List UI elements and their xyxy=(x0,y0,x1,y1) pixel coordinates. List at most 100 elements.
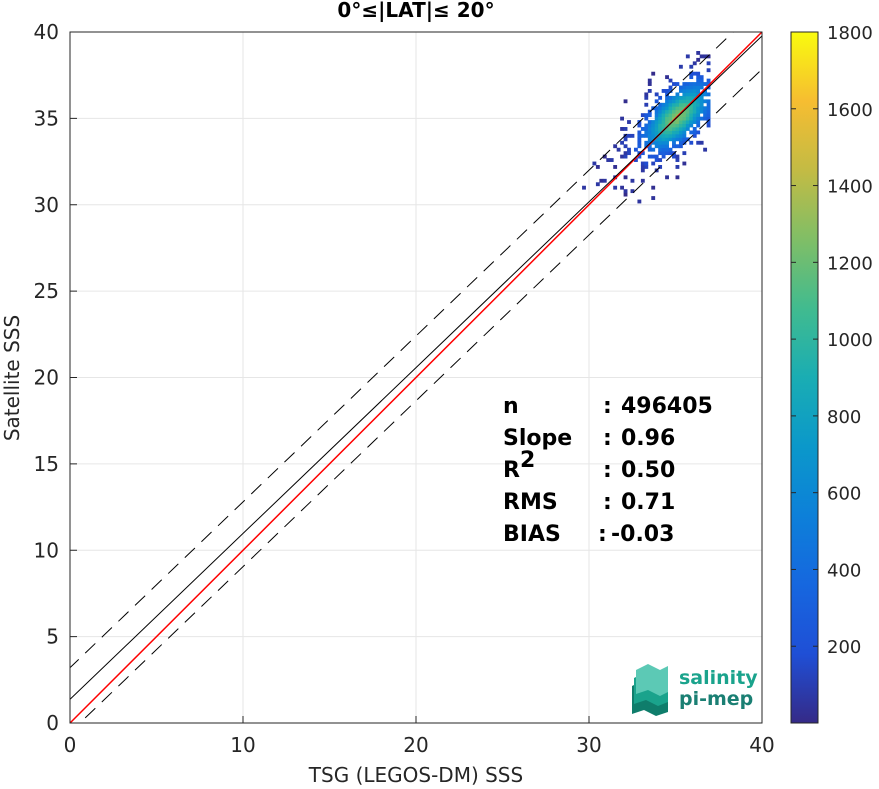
density-cell xyxy=(647,140,652,145)
density-cell xyxy=(647,113,652,118)
density-cell xyxy=(678,109,683,114)
density-cell xyxy=(672,102,676,107)
density-cell xyxy=(672,133,676,138)
density-cell xyxy=(633,147,638,152)
stat-label: R xyxy=(503,458,520,483)
density-cell xyxy=(682,133,687,138)
density-cell xyxy=(696,130,701,135)
logo-text-line2: pi-mep xyxy=(679,688,753,710)
density-cell xyxy=(654,113,659,118)
density-cell xyxy=(703,82,708,86)
density-cell xyxy=(685,113,690,118)
density-cell xyxy=(692,85,697,90)
density-cell xyxy=(654,109,659,114)
density-cell xyxy=(637,199,642,204)
density-cell xyxy=(644,113,649,118)
density-cell xyxy=(668,123,673,128)
density-cell xyxy=(692,82,697,86)
density-cell xyxy=(658,102,663,107)
colorbar-tick-label: 400 xyxy=(827,560,861,581)
density-cell xyxy=(682,109,687,114)
stat-value: 0.50 xyxy=(621,458,675,483)
density-cell xyxy=(689,106,694,111)
density-cell xyxy=(696,116,701,121)
density-cloud xyxy=(582,51,711,204)
density-cell xyxy=(644,95,649,100)
density-cell xyxy=(696,71,701,76)
stat-value: 0.71 xyxy=(621,490,675,515)
density-cell xyxy=(661,120,666,124)
density-cell xyxy=(668,102,673,107)
density-cell xyxy=(696,123,701,128)
density-cell xyxy=(685,95,690,100)
density-cell xyxy=(703,113,708,118)
density-cell xyxy=(627,151,631,156)
density-cell xyxy=(654,144,659,149)
density-cell xyxy=(651,123,656,128)
density-cell xyxy=(654,133,659,138)
density-cell xyxy=(665,109,669,114)
density-cell xyxy=(685,109,690,114)
density-cell xyxy=(637,140,642,145)
density-cell xyxy=(661,130,666,135)
density-cell xyxy=(640,127,645,131)
density-cell xyxy=(682,92,687,97)
colorbar-tick-label: 600 xyxy=(827,484,861,505)
density-cell xyxy=(668,127,673,131)
density-cell xyxy=(692,106,697,111)
density-cell xyxy=(672,127,676,131)
density-cell xyxy=(644,130,649,135)
density-cell xyxy=(692,133,697,138)
density-cell xyxy=(672,106,676,111)
density-cell xyxy=(661,113,666,118)
density-cell xyxy=(692,109,697,114)
density-cell xyxy=(682,113,687,118)
density-cell xyxy=(627,133,631,138)
density-cell xyxy=(672,109,676,114)
density-cell xyxy=(647,147,652,152)
density-cell xyxy=(696,89,701,93)
density-cell xyxy=(682,140,687,145)
density-cell xyxy=(630,133,635,138)
density-cell xyxy=(685,127,690,131)
density-cell xyxy=(696,113,701,118)
density-cell xyxy=(706,116,711,121)
density-cell xyxy=(647,78,652,83)
density-cell xyxy=(651,130,656,135)
density-cell xyxy=(595,165,600,169)
density-cell xyxy=(640,133,645,138)
density-cell xyxy=(692,92,697,97)
density-cell xyxy=(682,116,687,121)
density-cell xyxy=(672,140,676,145)
density-cell xyxy=(685,54,690,59)
density-cell xyxy=(672,120,676,124)
density-cell xyxy=(678,127,683,131)
density-cell xyxy=(613,144,618,149)
density-cell xyxy=(582,185,586,190)
density-cell xyxy=(672,113,676,118)
density-cell xyxy=(685,89,690,93)
density-cell xyxy=(644,102,649,107)
stat-label-superscript: 2 xyxy=(520,448,535,473)
density-cell xyxy=(668,113,673,118)
density-cell xyxy=(668,133,673,138)
density-cell xyxy=(647,154,652,159)
density-cell xyxy=(699,102,704,107)
stat-value: 0.96 xyxy=(621,426,675,451)
density-cell xyxy=(665,175,669,180)
density-cell xyxy=(592,161,597,166)
density-cell xyxy=(623,137,628,142)
density-cell xyxy=(665,130,669,135)
density-cell xyxy=(692,89,697,93)
density-cell xyxy=(665,127,669,131)
density-cell xyxy=(682,102,687,107)
stat-value: 496405 xyxy=(621,394,713,419)
density-cell xyxy=(682,151,687,156)
density-cell xyxy=(665,92,669,97)
y-axis-title: Satellite SSS xyxy=(0,315,24,441)
density-cell xyxy=(685,116,690,121)
density-cell xyxy=(661,133,666,138)
density-cell xyxy=(685,120,690,124)
density-cell xyxy=(685,82,690,86)
density-cell xyxy=(696,75,701,80)
